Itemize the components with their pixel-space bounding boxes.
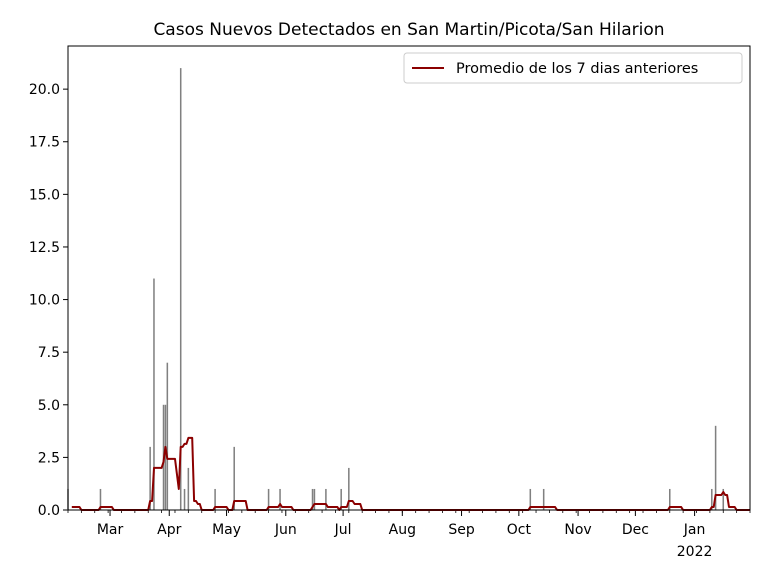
daily-cases-bars — [67, 68, 725, 510]
legend: Promedio de los 7 dias anteriores — [403, 52, 743, 84]
x-tick-label: Nov — [564, 522, 591, 538]
x-tick-label: Jul — [334, 522, 352, 538]
x-tick-label: Jun — [274, 522, 297, 538]
y-tick-label: 5.0 — [38, 398, 60, 414]
daily-case-bar — [669, 488, 671, 510]
daily-case-bar — [233, 446, 235, 510]
daily-case-bar — [279, 488, 281, 510]
plot-area — [68, 46, 750, 510]
y-tick-label: 10.0 — [29, 293, 60, 309]
legend-label: Promedio de los 7 dias anteriores — [456, 61, 698, 77]
chart-title: Casos Nuevos Detectados en San Martin/Pi… — [153, 20, 664, 40]
daily-case-bar — [722, 488, 725, 510]
y-tick-label: 0.0 — [38, 503, 60, 519]
daily-case-bar — [340, 488, 342, 510]
daily-case-bar — [325, 488, 327, 510]
x-tick-label: May — [212, 522, 241, 538]
daily-case-bar — [348, 467, 350, 510]
x-tick-label: Aug — [389, 522, 416, 538]
daily-case-bar — [714, 425, 717, 510]
daily-case-bar — [183, 488, 186, 510]
legend-box — [403, 52, 743, 84]
x-tick-label: Oct — [507, 522, 532, 538]
daily-case-bar — [313, 488, 316, 510]
daily-case-bar — [149, 446, 151, 510]
x-tick-label: Jan — [683, 522, 706, 538]
x-axis: Mar Apr May Jun Jul Aug Sep Oct Nov Dec Jan 2022 — [67, 510, 751, 560]
daily-case-bar — [164, 404, 167, 510]
y-tick-label: 20.0 — [29, 82, 60, 98]
y-tick-label: 15.0 — [29, 187, 60, 203]
daily-case-bar — [214, 488, 216, 510]
daily-case-bar — [153, 278, 155, 510]
x-tick-year-label: 2022 — [677, 544, 713, 560]
daily-case-bar — [99, 488, 102, 510]
daily-case-bar — [311, 488, 314, 510]
y-tick-label: 12.5 — [29, 240, 60, 256]
y-tick-label: 2.5 — [38, 450, 60, 466]
daily-case-bar — [529, 488, 532, 510]
daily-case-bar — [542, 488, 545, 510]
y-tick-label: 17.5 — [29, 135, 60, 151]
plot-frame — [67, 45, 751, 511]
y-tick-label: 7.5 — [38, 345, 60, 361]
x-tick-label: Apr — [157, 522, 181, 538]
x-tick-label: Mar — [97, 522, 124, 538]
x-tick-label: Sep — [448, 522, 475, 538]
daily-case-bar — [187, 467, 190, 510]
daily-case-bar — [166, 362, 169, 510]
daily-case-bar — [179, 68, 182, 510]
x-tick-label: Dec — [622, 522, 649, 538]
daily-case-bar — [267, 488, 270, 510]
daily-case-bar — [711, 488, 713, 510]
y-axis: 0.0 2.5 5.0 7.5 10.0 12.5 15.0 17.5 20.0 — [29, 82, 68, 519]
